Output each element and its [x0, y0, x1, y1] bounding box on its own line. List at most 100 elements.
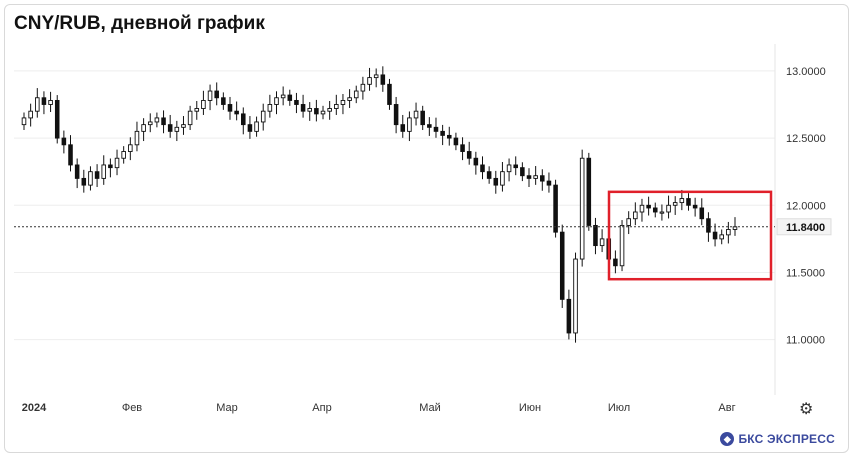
chart-title: CNY/RUB, дневной график: [14, 13, 265, 34]
candle-up: [141, 124, 146, 132]
highlight-box: [607, 190, 773, 281]
candle-up: [207, 90, 213, 101]
candle-up: [579, 157, 585, 260]
last-price-box: [776, 218, 832, 236]
bks-logo-icon: ◆: [720, 432, 735, 446]
candle-down: [513, 164, 518, 169]
y-tick-label: 11.5000: [786, 267, 825, 279]
candle-down: [41, 97, 47, 105]
gear-icon[interactable]: ⚙: [799, 401, 814, 418]
candle-up: [134, 130, 140, 146]
candle-up: [347, 97, 352, 101]
candle-down: [493, 177, 499, 186]
x-axis: 2024 Фев Мар Апр Май Июн Июл Авг: [22, 402, 736, 414]
x-tick-label: Фев: [122, 402, 142, 414]
candles: [21, 66, 738, 343]
candle-up: [280, 94, 286, 99]
candle-up: [201, 99, 206, 109]
candle-up: [48, 99, 53, 105]
candle-down: [652, 207, 658, 213]
candle-up: [327, 108, 332, 112]
candle-up: [353, 90, 359, 99]
candle-up: [128, 144, 133, 152]
candle-up: [274, 97, 279, 105]
candle-up: [340, 99, 346, 105]
candle-up: [147, 121, 153, 126]
candle-down: [314, 108, 319, 115]
candle-up: [726, 229, 731, 236]
candle-down: [553, 184, 558, 233]
candle-down: [559, 231, 565, 300]
candle-down: [686, 198, 691, 206]
x-tick-label: Мар: [216, 402, 238, 414]
candle-up: [28, 110, 33, 119]
candle-down: [287, 94, 293, 101]
y-tick-label: 13.0000: [786, 66, 826, 78]
candle-up: [407, 117, 412, 132]
candle-down: [241, 113, 246, 126]
candle-down: [94, 171, 100, 179]
candle-down: [427, 124, 432, 128]
candle-down: [167, 124, 173, 132]
candle-down: [706, 218, 711, 233]
candle-down: [247, 124, 253, 132]
candle-up: [373, 74, 379, 79]
candle-up: [260, 110, 266, 123]
candle-down: [466, 151, 472, 159]
candle-down: [520, 167, 525, 177]
y-tick-label: 12.0000: [786, 200, 826, 212]
candle-up: [35, 97, 40, 112]
candle-up: [639, 204, 645, 213]
candle-up: [367, 77, 372, 85]
candle-down: [380, 74, 386, 85]
candle-up: [666, 204, 671, 213]
candle-up: [154, 117, 160, 123]
candle-up: [506, 164, 512, 173]
candle-down: [227, 104, 233, 112]
candle-down: [387, 83, 392, 105]
candle-down: [221, 97, 226, 105]
candle-up: [320, 110, 326, 115]
candle-down: [393, 104, 399, 126]
candle-down: [526, 175, 532, 179]
x-tick-label: Июн: [519, 402, 541, 414]
candle-up: [114, 157, 120, 169]
candle-down: [646, 204, 651, 209]
candle-down: [294, 99, 299, 105]
candle-up: [533, 175, 538, 179]
candle-up: [500, 171, 505, 186]
x-tick-label: 2024: [22, 402, 47, 414]
candle-up: [187, 110, 193, 126]
candle-down: [54, 99, 60, 139]
candle-up: [659, 211, 665, 214]
x-tick-label: Июл: [608, 402, 630, 414]
chart-card: [4, 4, 849, 453]
candle-up: [626, 218, 631, 226]
x-tick-label: Авг: [718, 402, 735, 414]
last-price-label: 11.8400: [786, 222, 825, 234]
candle-up: [194, 108, 200, 112]
x-tick-label: Апр: [312, 402, 331, 414]
candle-up: [619, 224, 625, 267]
candle-up: [360, 83, 366, 92]
y-axis: 13.0000 12.5000 12.0000 11.5000 11.0000: [786, 66, 826, 347]
candle-up: [573, 258, 578, 334]
candle-down: [586, 157, 592, 226]
candle-down: [420, 110, 425, 126]
candle-up: [254, 121, 259, 132]
candle-down: [540, 175, 545, 182]
y-tick-label: 11.0000: [786, 335, 825, 347]
candle-up: [101, 164, 107, 179]
candle-down: [566, 298, 572, 334]
candle-down: [300, 104, 306, 112]
candle-down: [234, 110, 239, 115]
candle-up: [672, 202, 678, 206]
candle-down: [453, 137, 459, 146]
candle-down: [214, 90, 219, 99]
candle-down: [692, 204, 698, 209]
candle-down: [593, 224, 598, 247]
candle-down: [699, 207, 705, 220]
brand-name: БКС ЭКСПРЕСС: [738, 432, 835, 446]
candle-down: [161, 117, 166, 126]
